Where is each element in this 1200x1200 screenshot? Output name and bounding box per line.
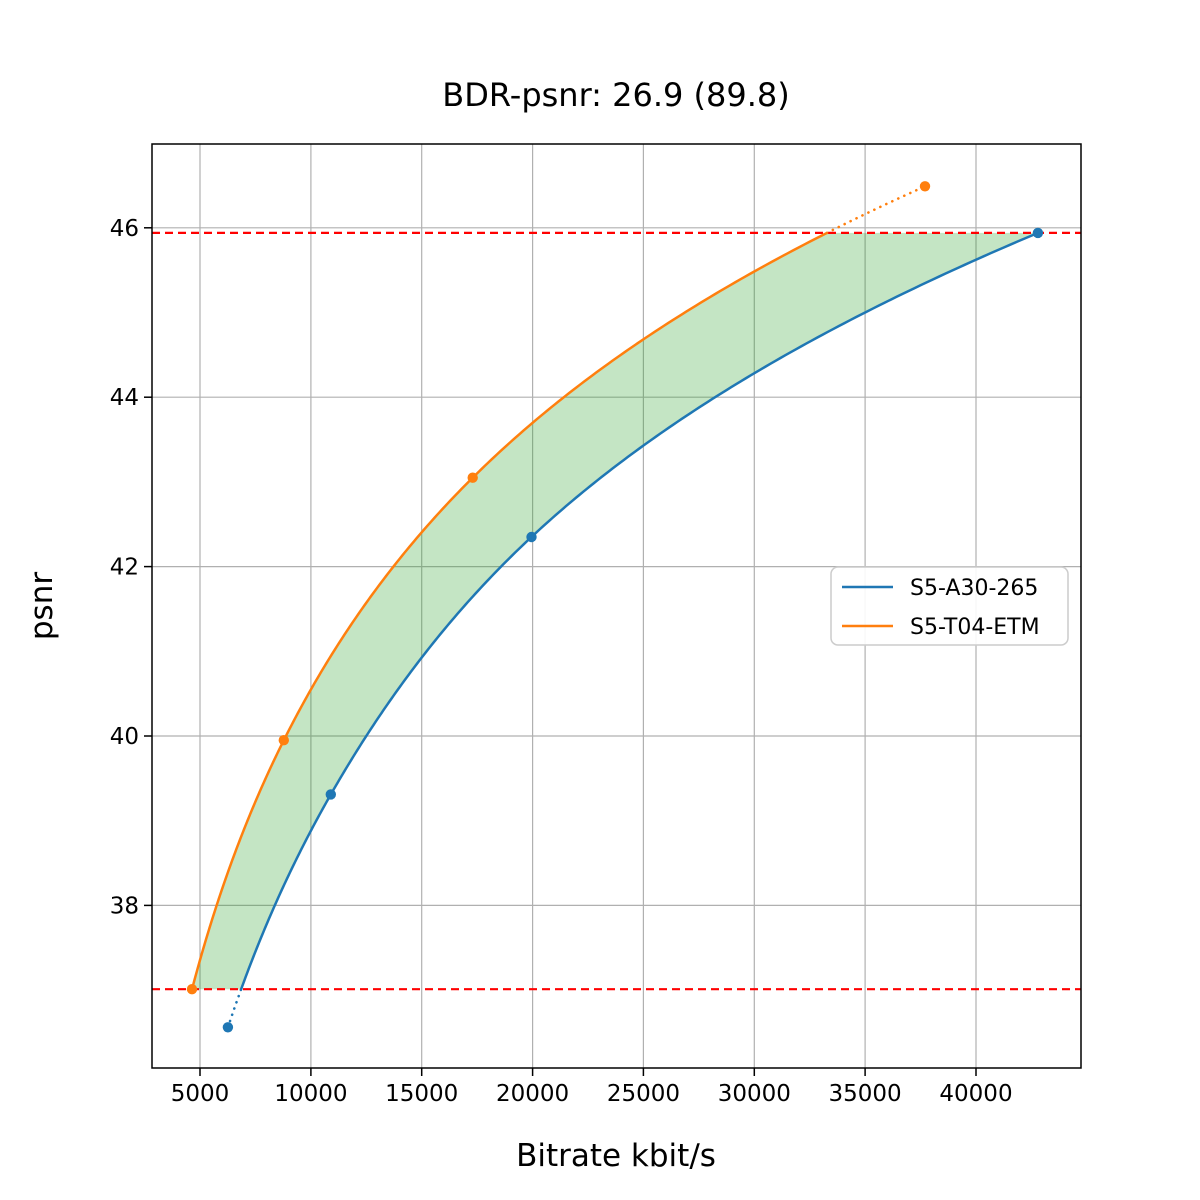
x-tick-label: 15000 (385, 1081, 458, 1107)
legend-label-1: S5-T04-ETM (910, 615, 1040, 640)
x-tick-label: 10000 (274, 1081, 347, 1107)
series-line-dotted-1 (827, 186, 925, 233)
y-axis-label: psnr (24, 572, 60, 640)
y-tick-label: 40 (110, 724, 139, 750)
legend: S5-A30-265 S5-T04-ETM (831, 567, 1068, 645)
y-tick-label: 38 (110, 893, 139, 919)
x-tick-label: 5000 (171, 1081, 230, 1107)
data-point-series-1 (187, 984, 197, 994)
x-tick-label: 25000 (607, 1081, 680, 1107)
x-tick-label: 40000 (939, 1081, 1012, 1107)
y-tick-label: 44 (110, 385, 139, 411)
data-point-series-1 (920, 181, 930, 191)
x-tick-label: 20000 (496, 1081, 569, 1107)
data-point-series-1 (468, 473, 478, 483)
data-point-series-0 (1033, 228, 1043, 238)
x-tick-label: 30000 (718, 1081, 791, 1107)
legend-label-0: S5-A30-265 (910, 576, 1038, 601)
series-line-dotted-0 (228, 989, 241, 1027)
data-point-series-0 (223, 1022, 233, 1032)
chart-canvas: 5000 10000 15000 20000 25000 30000 35000 40000 3… (0, 0, 1200, 1200)
chart-title: BDR-psnr: 26.9 (89.8) (442, 76, 790, 114)
figure: 5000 10000 15000 20000 25000 30000 35000 40000 3… (0, 0, 1200, 1200)
y-tick-label: 46 (110, 216, 139, 242)
data-point-series-0 (526, 532, 536, 542)
data-point-series-0 (326, 789, 336, 799)
data-point-series-1 (279, 735, 289, 745)
y-tick-label: 42 (110, 555, 139, 581)
x-axis-label: Bitrate kbit/s (516, 1138, 716, 1174)
x-tick-label: 35000 (829, 1081, 902, 1107)
